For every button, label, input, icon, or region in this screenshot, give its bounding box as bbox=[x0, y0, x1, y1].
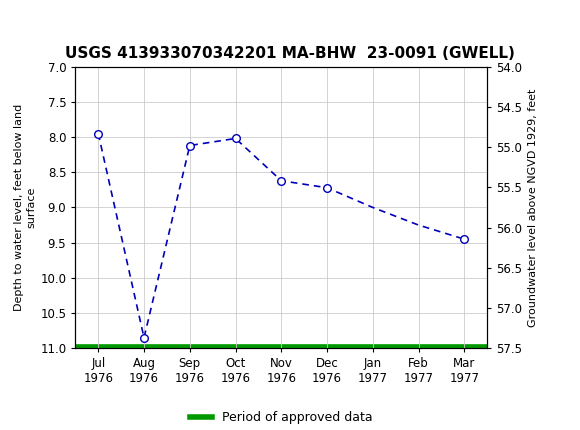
Y-axis label: Depth to water level, feet below land
surface: Depth to water level, feet below land su… bbox=[14, 104, 36, 311]
Legend: Period of approved data: Period of approved data bbox=[185, 406, 378, 430]
Text: USGS 413933070342201 MA-BHW  23-0091 (GWELL): USGS 413933070342201 MA-BHW 23-0091 (GWE… bbox=[65, 46, 515, 61]
Text: USGS: USGS bbox=[93, 12, 148, 31]
Y-axis label: Groundwater level above NGVD 1929, feet: Groundwater level above NGVD 1929, feet bbox=[528, 88, 538, 327]
